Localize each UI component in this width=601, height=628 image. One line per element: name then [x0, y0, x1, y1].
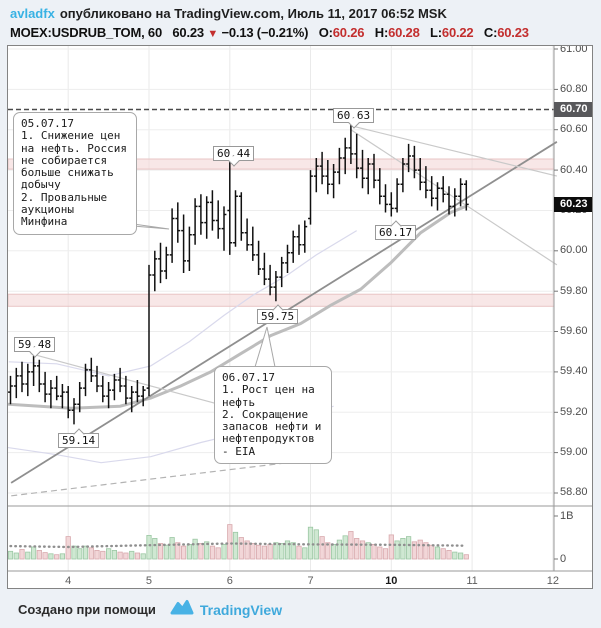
price-axis-tick-label: 59.40	[560, 365, 588, 378]
symbol-quote-line: MOEX:USDRUB_TOM, 60 60.23 ▼ −0.13 (−0.21…	[10, 25, 590, 40]
time-axis-label: 7	[307, 575, 314, 587]
high-label: H:	[374, 25, 389, 40]
chart-widget[interactable]: 05.07.17 1. Снижение цен на нефть. Росси…	[7, 45, 593, 589]
low-label: L:	[430, 25, 442, 40]
created-with-text: Создано при помощи	[18, 602, 156, 617]
price-axis-badge: 60.70	[554, 102, 592, 118]
volume-axis-tick-label: 0	[560, 552, 567, 565]
high-value: 60.28	[388, 25, 420, 40]
price-note-label-5975[interactable]: 59.75	[257, 303, 299, 324]
time-axis-label: 12	[546, 575, 559, 587]
price-note-label-6017[interactable]: 60.17	[375, 219, 417, 240]
time-axis-label: 4	[65, 575, 72, 587]
price-axis-badge: 60.23	[554, 196, 592, 212]
price-axis-tick-label: 59.00	[560, 446, 588, 459]
close-value: 60.23	[497, 25, 529, 40]
tradingview-brand-link[interactable]: TradingView	[199, 601, 283, 618]
note-callout-0507[interactable]: 05.07.17 1. Снижение цен на нефть. Росси…	[13, 112, 137, 235]
price-axis-tick-label: 58.80	[560, 486, 588, 499]
published-line: avladfx опубликовано на TradingView.com, …	[10, 6, 590, 21]
time-axis-label: 10	[385, 575, 398, 587]
price-axis-tick-label: 60.80	[560, 82, 588, 95]
volume-axis-tick-label: 1B	[560, 509, 574, 522]
symbol-title[interactable]: MOEX:USDRUB_TOM, 60	[10, 25, 162, 40]
author-link[interactable]: avladfx	[10, 6, 55, 21]
price-note-label-6063[interactable]: 60.63	[333, 108, 375, 129]
price-axis-tick-label: 59.60	[560, 325, 588, 338]
price-axis-tick-label: 61.00	[560, 45, 588, 55]
price-change: −0.13 (−0.21%)	[221, 25, 309, 40]
down-arrow-icon: ▼	[207, 28, 219, 40]
open-value: 60.26	[332, 25, 365, 40]
price-note-label-6044[interactable]: 60.44	[213, 146, 255, 167]
time-axis-label: 5	[145, 575, 153, 587]
last-price: 60.23	[172, 25, 204, 40]
open-label: O:	[318, 25, 333, 40]
price-axis-tick-label: 60.60	[560, 123, 588, 136]
price-axis-tick-label: 59.20	[560, 405, 588, 418]
price-note-label-5948[interactable]: 59.48	[14, 337, 56, 358]
price-axis-tick-label: 59.80	[560, 284, 588, 297]
time-axis-label: 11	[466, 575, 478, 587]
price-axis-tick-label: 60.00	[560, 244, 588, 257]
footer: Создано при помощи TradingView	[18, 597, 282, 622]
published-text: опубликовано на TradingView.com, Июль 11…	[59, 6, 447, 21]
header: avladfx опубликовано на TradingView.com, …	[10, 6, 590, 40]
low-value: 60.22	[441, 25, 474, 40]
tradingview-logo-icon[interactable]	[170, 597, 194, 622]
price-axis-tick-label: 60.40	[560, 163, 588, 176]
close-label: C:	[483, 25, 498, 40]
price-note-label-5914[interactable]: 59.14	[58, 427, 100, 448]
time-axis-label: 6	[226, 575, 233, 587]
note-callout-0607[interactable]: 06.07.17 1. Рост цен на нефть 2. Сокраще…	[214, 366, 332, 465]
